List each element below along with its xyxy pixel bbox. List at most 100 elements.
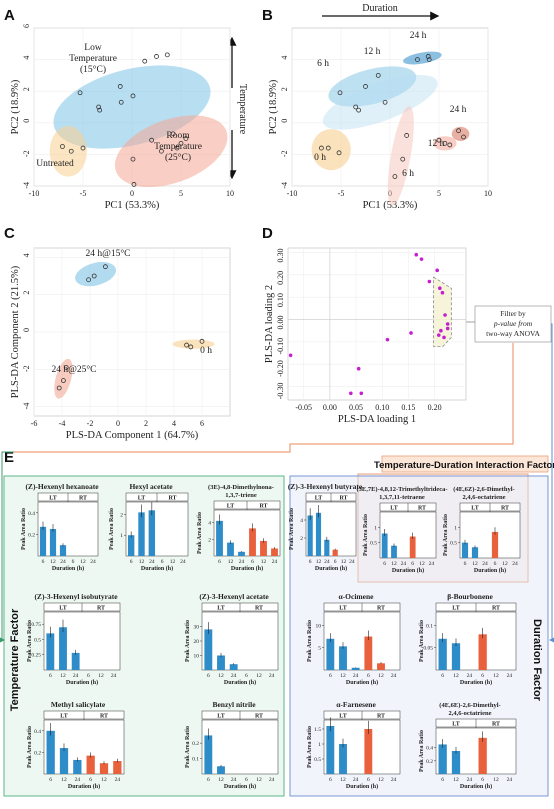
bar-plot-area bbox=[305, 501, 357, 557]
y-tick-label: -0.20 bbox=[276, 360, 285, 377]
lt-header: LT bbox=[390, 506, 397, 512]
data-point bbox=[96, 104, 102, 110]
group-label: Room bbox=[166, 131, 190, 141]
bar-y-axis-label: Peak Area Ratio bbox=[289, 508, 295, 550]
x-tick-label: 12 bbox=[256, 777, 262, 783]
data-point bbox=[440, 290, 445, 295]
group-label: (25°C) bbox=[165, 152, 191, 163]
bar bbox=[409, 536, 416, 558]
x-tick-label: 12 bbox=[60, 673, 66, 679]
bar-plot-area bbox=[37, 501, 99, 557]
rt-header: RT bbox=[492, 722, 500, 728]
x-tick-label: 12 bbox=[341, 559, 347, 565]
data-point bbox=[356, 107, 362, 113]
bar bbox=[238, 551, 245, 556]
group-label: 24 h@15°C bbox=[85, 248, 130, 259]
bar-plot-area bbox=[435, 611, 517, 671]
lt-header: LT bbox=[59, 606, 66, 612]
y-tick-label: 0.5 bbox=[314, 757, 321, 763]
y-tick-label: 10 bbox=[316, 623, 322, 629]
x-tick-label: 0.05 bbox=[349, 403, 363, 412]
data-point bbox=[60, 144, 65, 149]
bar-chart-title: (Z)-3-Hexenyl acetate bbox=[199, 592, 269, 601]
x-tick-label: 12 bbox=[502, 561, 508, 567]
x-tick-label: 12 bbox=[419, 561, 425, 567]
data-point bbox=[103, 264, 108, 270]
lt-header: LT bbox=[217, 714, 224, 720]
group-label: 12 h bbox=[428, 139, 445, 149]
rt-header: RT bbox=[377, 714, 385, 720]
lt-header: LT bbox=[49, 496, 56, 502]
scatter-panel-d: -0.05 0.00 0.05 0.10 0.15 0.20 -0.30 -0.20 -0.10… bbox=[264, 247, 467, 425]
x-tick-label: 6 bbox=[42, 559, 45, 565]
y-tick-label: -0.10 bbox=[276, 338, 285, 355]
x-tick-label: 24 bbox=[391, 673, 397, 679]
y-tick-label: 20 bbox=[194, 639, 200, 645]
data-point bbox=[382, 99, 388, 105]
x-tick-label: -6 bbox=[31, 419, 38, 428]
bar bbox=[364, 729, 373, 774]
x-tick-label: 6 bbox=[383, 561, 386, 567]
x-tick-label: 12 bbox=[170, 559, 176, 565]
x-tick-label: 12 bbox=[493, 673, 499, 679]
x-tick-label: 6 bbox=[72, 559, 75, 565]
rt-header: RT bbox=[100, 714, 108, 720]
data-point bbox=[392, 174, 398, 179]
x-tick-label: 6 bbox=[441, 777, 444, 783]
data-point bbox=[442, 140, 448, 146]
bar bbox=[438, 638, 447, 670]
scatter-panel-a: -10 -5 0 5 10 -4 -2 0 2 4 6 PC1 (53.3%) PC2 (18.9%) L… bbox=[10, 24, 234, 211]
data-point bbox=[419, 257, 424, 261]
x-tick-label: 12 bbox=[378, 673, 384, 679]
lt-header: LT bbox=[339, 714, 346, 720]
bar-x-axis-label: Duration (h) bbox=[460, 679, 492, 686]
x-tick-label: 0.20 bbox=[428, 403, 442, 412]
x-tick-label: 6 bbox=[441, 673, 444, 679]
x-tick-label: 2 bbox=[144, 419, 148, 428]
bar-y-axis-label: Peak Area Ratio bbox=[21, 508, 27, 550]
bar-x-axis-label: Duration (h) bbox=[141, 565, 173, 572]
y-tick-label: 0.1 bbox=[426, 623, 433, 629]
x-tick-label: 12 bbox=[98, 673, 104, 679]
bar-chart-title: α-Ocimene bbox=[338, 592, 374, 601]
data-point bbox=[426, 57, 432, 62]
group-label: 24 h@25°C bbox=[51, 364, 96, 375]
data-point bbox=[188, 344, 194, 350]
x-tick-label: 10 bbox=[226, 189, 234, 198]
group-label: 24 h bbox=[450, 105, 467, 115]
x-tick-label: 12 bbox=[256, 673, 262, 679]
bar-x-axis-label: Duration (h) bbox=[460, 783, 492, 790]
bar-chart: Hexyl acetate LT RT 2 1 Peak Area Ratio 6 12 24 6… bbox=[109, 482, 189, 572]
x-tick-label: 12 bbox=[316, 559, 322, 565]
x-tick-label: -0.05 bbox=[295, 403, 312, 412]
data-point bbox=[359, 391, 364, 396]
data-point bbox=[80, 145, 86, 151]
x-tick-label: -5 bbox=[80, 189, 87, 198]
bar-x-axis-label: Duration (h) bbox=[346, 783, 378, 790]
x-tick-label: 6 bbox=[481, 673, 484, 679]
rt-header: RT bbox=[492, 606, 500, 612]
rt-header: RT bbox=[97, 606, 105, 612]
anova-callout-line-2: p-value from bbox=[493, 319, 533, 328]
y-tick-label: -2 bbox=[280, 150, 289, 157]
x-tick-label: 12 bbox=[218, 673, 224, 679]
data-point bbox=[385, 337, 390, 342]
rt-header: RT bbox=[377, 606, 385, 612]
bar bbox=[315, 512, 322, 556]
bar-chart-title: 1,3,7,11-tetraene bbox=[379, 494, 425, 501]
data-point bbox=[414, 252, 419, 257]
x-tick-label: 6 bbox=[367, 777, 370, 783]
y-tick-label: 0.2 bbox=[426, 759, 433, 765]
group-label: Temperature bbox=[154, 142, 202, 152]
data-point bbox=[325, 145, 331, 151]
bar bbox=[148, 510, 156, 556]
data-point bbox=[158, 148, 164, 154]
x-tick-label: 24 bbox=[512, 561, 518, 567]
data-point bbox=[336, 150, 342, 156]
x-tick-label: -10 bbox=[29, 189, 40, 198]
data-point bbox=[447, 142, 453, 148]
bar-y-axis-label: Peak Area Ratio bbox=[27, 620, 33, 662]
x-tick-label: 12 bbox=[218, 777, 224, 783]
bar-chart-title: (Z)-Hexenyl hexanoate bbox=[25, 482, 99, 491]
bar-plot-area bbox=[43, 611, 121, 671]
